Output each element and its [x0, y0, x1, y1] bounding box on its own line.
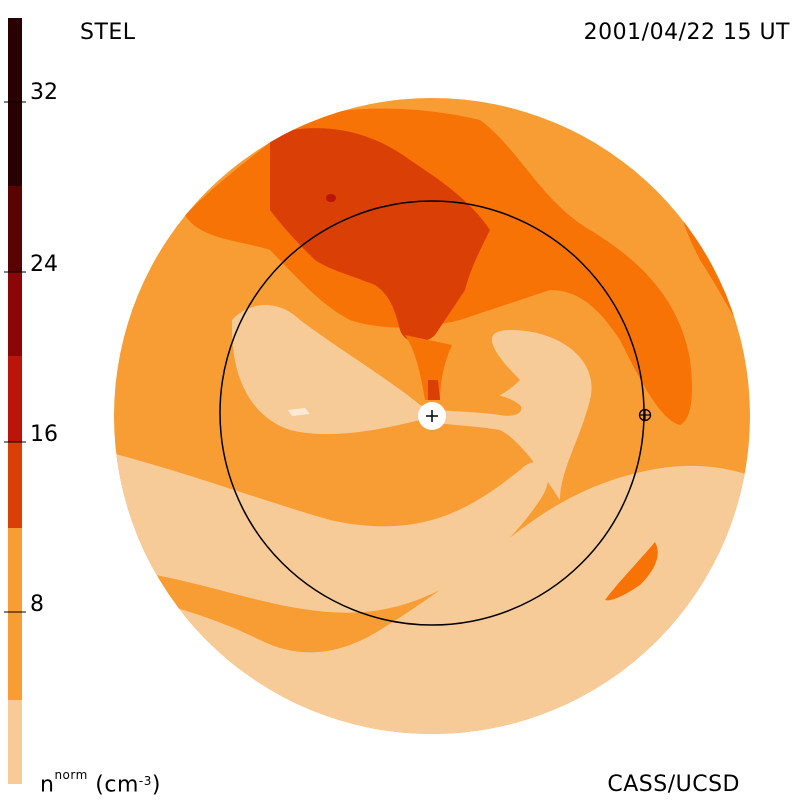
colorbar-level-2 [8, 528, 22, 700]
region-level-2-inner-arc [440, 394, 522, 416]
observatory-label: STEL [80, 20, 136, 45]
colorbar-level-5 [8, 356, 22, 442]
region-level-5-spot [326, 194, 336, 202]
credit-label: CASS/UCSD [607, 772, 740, 797]
region-level-1-bottom [114, 465, 750, 734]
region-level-3-southeast-patch [605, 542, 658, 601]
colorbar [4, 18, 26, 784]
timestamp-label: 2001/04/22 15 UT [583, 20, 790, 45]
colorbar-tick-label-16: 16 [30, 422, 58, 447]
region-level-1-center [231, 305, 592, 500]
region-level-3-stem [405, 335, 452, 400]
sun-icon [418, 402, 446, 430]
unit-close: ) [151, 772, 161, 798]
colorbar-level-4 [8, 440, 22, 528]
unit-exponent: -3 [138, 774, 152, 789]
colorbar-level-1 [8, 700, 22, 784]
unit-superscript: norm [54, 768, 88, 782]
region-level-1-streak [288, 408, 310, 416]
orbit-circle [219, 200, 645, 626]
colorbar-level-6 [8, 272, 22, 356]
region-level-1-south [114, 450, 549, 613]
colorbar-level-7 [8, 186, 22, 272]
colorbar-tick-label-8: 8 [30, 592, 44, 617]
region-level-4-stem [428, 380, 440, 400]
earth-icon [638, 408, 652, 422]
colorbar-tick-label-24: 24 [30, 252, 58, 277]
unit-base: n [40, 772, 55, 798]
unit-open: (cm [87, 772, 139, 798]
unit-label: nnorm (cm-3) [40, 768, 161, 798]
region-level-4-plume [270, 128, 490, 342]
colorbar-tick-label-32: 32 [30, 80, 58, 105]
